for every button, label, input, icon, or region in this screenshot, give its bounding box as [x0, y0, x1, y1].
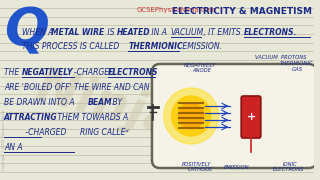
Text: GAS: GAS	[292, 67, 303, 72]
Text: RING CALLEᵈ: RING CALLEᵈ	[80, 128, 129, 137]
Text: , IT EMITS: , IT EMITS	[201, 28, 243, 37]
Text: EMISSION: EMISSION	[224, 165, 249, 170]
Text: NEGATIVELY: NEGATIVELY	[21, 68, 73, 77]
Text: THE: THE	[4, 68, 21, 77]
Text: -CHARGED: -CHARGED	[4, 128, 66, 137]
Text: THEM TOWARDS A: THEM TOWARDS A	[55, 113, 128, 122]
Text: POSITIVELY: POSITIVELY	[181, 162, 211, 167]
Text: HEATED: HEATED	[117, 28, 150, 37]
Text: ELECTRONS: ELECTRONS	[108, 68, 158, 77]
Text: -CHARGED: -CHARGED	[74, 68, 119, 77]
Text: BEAM: BEAM	[88, 98, 113, 107]
Text: EMISSION.: EMISSION.	[180, 42, 222, 51]
Text: AN A: AN A	[4, 143, 22, 152]
Text: VACUUM  PROTONS: VACUUM PROTONS	[255, 55, 307, 60]
Text: ELECTRONS: ELECTRONS	[273, 167, 304, 172]
Text: THERMIONIC: THERMIONIC	[279, 61, 313, 66]
Text: ARE 'BOILED OFF' THE WIRE AND CAN: ARE 'BOILED OFF' THE WIRE AND CAN	[4, 83, 149, 92]
Text: Q: Q	[4, 5, 49, 57]
Text: NEGATIVELY: NEGATIVELY	[184, 63, 216, 68]
Text: Ninja: Ninja	[31, 63, 184, 147]
Text: ELECTRONS.: ELECTRONS.	[244, 28, 298, 37]
Circle shape	[164, 88, 219, 144]
Text: VACUUM: VACUUM	[171, 28, 204, 37]
Text: IONIC: IONIC	[282, 162, 297, 167]
Text: ATTRACTING: ATTRACTING	[4, 113, 58, 122]
Text: IN A: IN A	[149, 28, 169, 37]
Text: THERMIONIC: THERMIONIC	[128, 42, 183, 51]
Text: BE DRAWN INTO A: BE DRAWN INTO A	[4, 98, 77, 107]
Text: WHEN A: WHEN A	[21, 28, 55, 37]
Text: IS: IS	[105, 28, 117, 37]
Circle shape	[179, 103, 204, 129]
Text: CATHODE: CATHODE	[188, 167, 214, 172]
Circle shape	[172, 96, 211, 136]
Text: THIS PROCESS IS CALLED: THIS PROCESS IS CALLED	[21, 42, 121, 51]
FancyBboxPatch shape	[152, 64, 317, 168]
FancyBboxPatch shape	[241, 96, 261, 138]
Text: Copyright © 2015 Primrose Kitten: Copyright © 2015 Primrose Kitten	[2, 109, 6, 171]
Text: GCSEPhysicsNinja.com: GCSEPhysicsNinja.com	[137, 7, 216, 13]
Text: BY: BY	[110, 98, 122, 107]
Text: +: +	[246, 112, 256, 122]
Text: ANODE: ANODE	[192, 68, 211, 73]
Text: ELECTRICITY & MAGNETISM: ELECTRICITY & MAGNETISM	[172, 7, 312, 16]
Text: METAL WIRE: METAL WIRE	[51, 28, 104, 37]
